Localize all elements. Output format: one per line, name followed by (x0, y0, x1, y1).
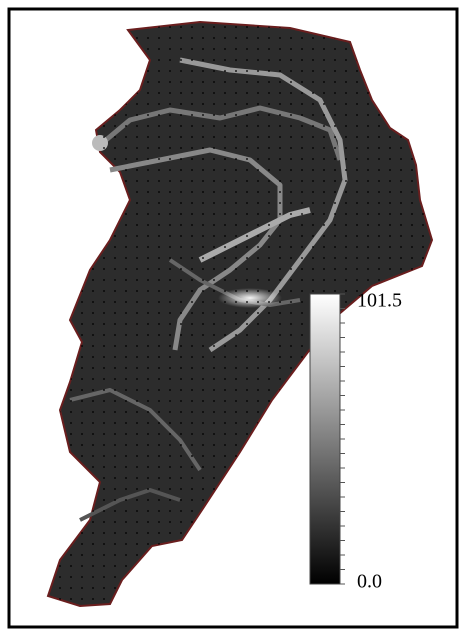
colorbar-scale (310, 294, 340, 584)
page: 101.5 0.0 (0, 0, 466, 636)
colorbar-min-label: 0.0 (357, 571, 382, 593)
colorbar-max-label: 101.5 (357, 290, 402, 312)
map-figure: 101.5 0.0 (0, 0, 466, 636)
colorbar-ticks (340, 294, 345, 584)
